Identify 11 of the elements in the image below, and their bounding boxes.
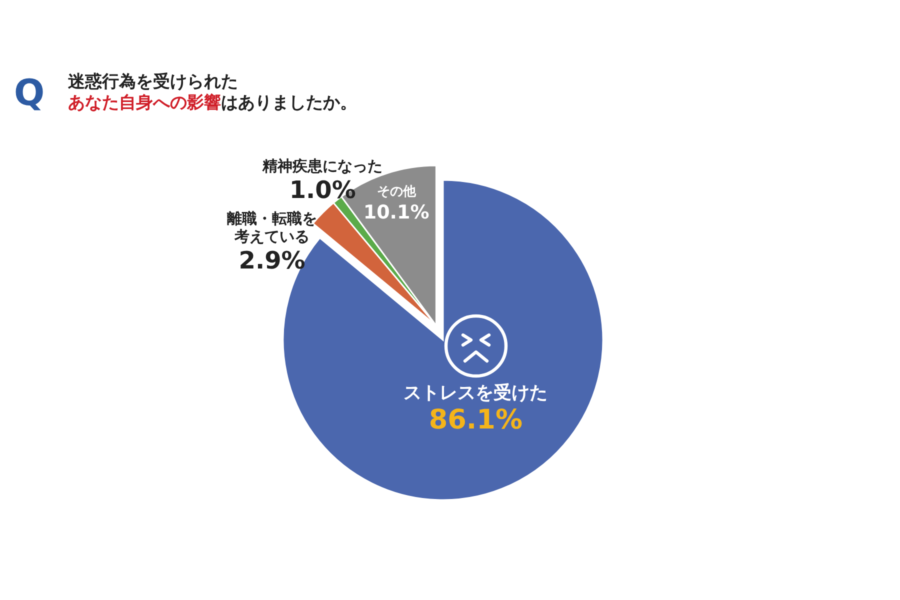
slice-label: 精神疾患になった xyxy=(262,156,383,175)
slice-label: その他 xyxy=(376,184,417,200)
text: Q xyxy=(14,73,45,114)
chart-subtitle: あなた自身への影響はありましたか。 xyxy=(68,93,357,113)
chart-title: 迷惑行為を受けられた xyxy=(68,72,239,93)
data-label: 2.9% xyxy=(238,246,306,274)
data-label: 10.1% xyxy=(363,201,430,224)
slice-label: ストレスを受けた xyxy=(404,382,548,404)
slice-label: 離職・転職を考えている xyxy=(226,209,318,246)
data-label: 1.0% xyxy=(289,176,356,204)
data-label: 86.1% xyxy=(428,404,523,436)
